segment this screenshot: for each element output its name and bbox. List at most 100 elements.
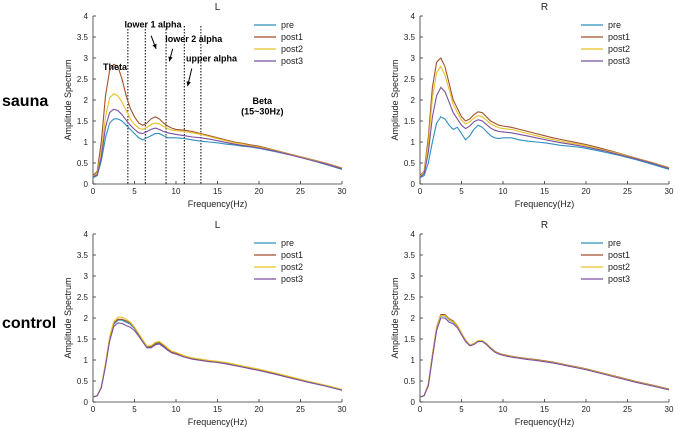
x-tick-label: 30 bbox=[338, 187, 347, 196]
x-tick-label: 15 bbox=[540, 405, 549, 414]
y-tick-label: 0.5 bbox=[77, 377, 89, 386]
chart-title: R bbox=[541, 2, 548, 13]
x-tick-label: 30 bbox=[665, 187, 674, 196]
annotation-beta-range: (15~30Hz) bbox=[241, 107, 283, 117]
series-line-post2 bbox=[92, 316, 343, 398]
x-tick-label: 15 bbox=[213, 187, 222, 196]
y-tick-label: 1 bbox=[411, 356, 416, 365]
y-tick-label: 3.5 bbox=[77, 33, 89, 42]
chart-panel-control-R: 0 0.5 1 1.5 2 2.5 3 3.5 4 0 5 10 15 20 25 30 R Frequency(… bbox=[390, 220, 674, 427]
x-axis-label: Frequency(Hz) bbox=[515, 417, 575, 427]
series-line-post1 bbox=[92, 318, 343, 398]
y-tick-label: 4 bbox=[411, 12, 416, 21]
x-tick-label: 20 bbox=[582, 187, 591, 196]
annotation-lower1-arrow-head bbox=[152, 43, 157, 49]
y-tick-label: 0 bbox=[84, 180, 89, 189]
legend-entry-post3: post3 bbox=[608, 56, 630, 66]
y-tick-label: 0.5 bbox=[404, 159, 416, 168]
x-tick-label: 20 bbox=[255, 405, 264, 414]
row-label-sauna: sauna bbox=[2, 93, 48, 110]
y-tick-label: 0.5 bbox=[77, 159, 89, 168]
y-tick-label: 2.5 bbox=[77, 75, 89, 84]
x-tick-label: 15 bbox=[540, 187, 549, 196]
x-tick-label: 10 bbox=[499, 405, 508, 414]
legend-entry-post2: post2 bbox=[608, 262, 630, 272]
x-tick-label: 10 bbox=[172, 187, 181, 196]
x-tick-label: 5 bbox=[459, 187, 464, 196]
x-tick-label: 30 bbox=[338, 405, 347, 414]
y-tick-label: 2.5 bbox=[77, 293, 89, 302]
x-tick-label: 10 bbox=[499, 187, 508, 196]
annotation-lower1-alpha: lower 1 alpha bbox=[125, 19, 183, 29]
x-tick-label: 25 bbox=[623, 187, 632, 196]
y-tick-label: 1 bbox=[84, 356, 89, 365]
x-tick-label: 0 bbox=[418, 405, 423, 414]
legend-entry-pre: pre bbox=[608, 20, 621, 30]
y-tick-label: 3 bbox=[411, 54, 416, 63]
x-axis-label: Frequency(Hz) bbox=[515, 199, 575, 209]
chart-panel-sauna-R: 0 0.5 1 1.5 2 2.5 3 3.5 4 0 5 10 15 20 25 30 R Frequency(… bbox=[390, 2, 674, 209]
legend-entry-post1: post1 bbox=[281, 32, 303, 42]
legend-entry-post1: post1 bbox=[281, 250, 303, 260]
annotation-theta: Theta bbox=[103, 62, 128, 72]
y-tick-label: 3.5 bbox=[77, 251, 89, 260]
y-tick-label: 1.5 bbox=[404, 117, 416, 126]
legend-entry-pre: pre bbox=[281, 20, 294, 30]
series-line-post1 bbox=[92, 63, 343, 176]
y-axis-label: Amplitude Spectrum bbox=[390, 59, 400, 140]
y-tick-label: 1.5 bbox=[77, 335, 89, 344]
chart-title: R bbox=[541, 220, 548, 231]
y-axis-label: Amplitude Spectrum bbox=[63, 59, 73, 140]
x-tick-label: 10 bbox=[172, 405, 181, 414]
annotation-upper-arrow-head bbox=[186, 81, 191, 87]
series-line-post3 bbox=[92, 322, 343, 398]
y-tick-label: 2 bbox=[411, 314, 416, 323]
x-tick-label: 15 bbox=[213, 405, 222, 414]
y-axis-label: Amplitude Spectrum bbox=[390, 277, 400, 358]
y-tick-label: 3 bbox=[411, 272, 416, 281]
series-line-post2 bbox=[92, 93, 343, 177]
y-tick-label: 4 bbox=[411, 230, 416, 239]
legend-entry-post1: post1 bbox=[608, 32, 630, 42]
series-line-pre bbox=[92, 319, 343, 398]
y-tick-label: 0 bbox=[411, 398, 416, 407]
legend-entry-post3: post3 bbox=[281, 56, 303, 66]
chart-panel-sauna-L: 0 0.5 1 1.5 2 2.5 3 3.5 4 0 5 10 15 20 25 30 L Frequency(… bbox=[63, 2, 347, 209]
legend-entry-post2: post2 bbox=[608, 44, 630, 54]
series-line-pre bbox=[419, 116, 670, 179]
x-tick-label: 20 bbox=[582, 405, 591, 414]
legend-entry-pre: pre bbox=[608, 238, 621, 248]
x-tick-label: 5 bbox=[132, 405, 137, 414]
y-tick-label: 1.5 bbox=[404, 335, 416, 344]
series-line-post3 bbox=[419, 86, 670, 178]
y-axis-label: Amplitude Spectrum bbox=[63, 277, 73, 358]
series-line-post3 bbox=[92, 108, 343, 178]
series-line-post2 bbox=[419, 65, 670, 177]
x-tick-label: 25 bbox=[623, 405, 632, 414]
annotation-lower2-arrow-head bbox=[168, 56, 173, 62]
x-tick-label: 5 bbox=[132, 187, 137, 196]
y-tick-label: 0 bbox=[411, 180, 416, 189]
series-line-post1 bbox=[419, 57, 670, 176]
y-tick-label: 2 bbox=[84, 96, 89, 105]
x-tick-label: 5 bbox=[459, 405, 464, 414]
x-tick-label: 0 bbox=[91, 405, 96, 414]
y-tick-label: 1 bbox=[411, 138, 416, 147]
x-tick-label: 25 bbox=[296, 405, 305, 414]
annotation-lower2-alpha: lower 2 alpha bbox=[165, 34, 223, 44]
legend-entry-pre: pre bbox=[281, 238, 294, 248]
series-line-pre bbox=[92, 118, 343, 179]
x-axis-label: Frequency(Hz) bbox=[188, 199, 248, 209]
y-tick-label: 0 bbox=[84, 398, 89, 407]
legend-entry-post2: post2 bbox=[281, 44, 303, 54]
legend-entry-post3: post3 bbox=[281, 274, 303, 284]
y-tick-label: 2 bbox=[411, 96, 416, 105]
y-tick-label: 3 bbox=[84, 54, 89, 63]
y-tick-label: 1.5 bbox=[77, 117, 89, 126]
legend-entry-post1: post1 bbox=[608, 250, 630, 260]
legend-entry-post2: post2 bbox=[281, 262, 303, 272]
y-tick-label: 4 bbox=[84, 12, 89, 21]
annotation-beta: Beta bbox=[253, 96, 274, 106]
legend-entry-post3: post3 bbox=[608, 274, 630, 284]
